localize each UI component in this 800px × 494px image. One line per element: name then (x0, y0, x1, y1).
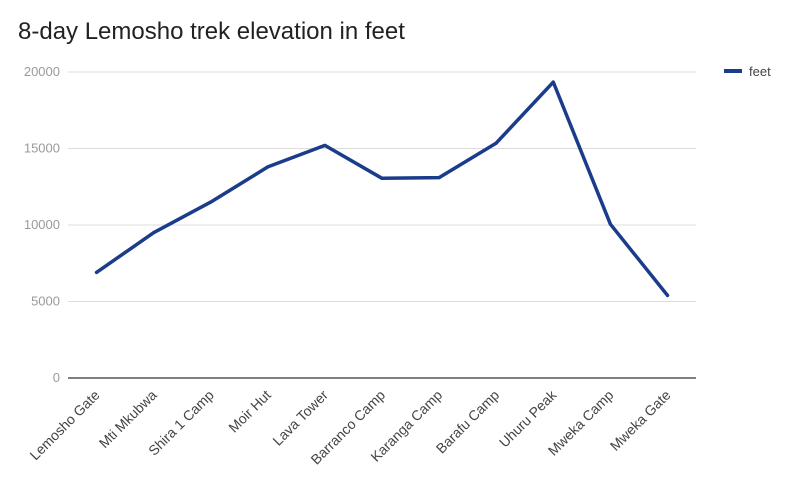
data-point (323, 143, 327, 147)
data-point (551, 80, 555, 84)
data-point (437, 176, 441, 180)
data-point (665, 293, 669, 297)
data-point (608, 222, 612, 226)
chart-title: 8-day Lemosho trek elevation in feet (18, 18, 405, 45)
y-tick-label: 15000 (24, 141, 60, 156)
series-line-feet (94, 80, 670, 298)
legend-label-feet: feet (749, 64, 771, 79)
x-tick-label: Moir Hut (225, 387, 274, 436)
x-tick-label: Lemosho Gate (26, 387, 102, 463)
y-tick-label: 10000 (24, 217, 60, 232)
y-tick-label: 20000 (24, 64, 60, 79)
series-points (95, 80, 669, 297)
y-axis-ticks: 0 5000 10000 15000 20000 (24, 64, 60, 385)
x-tick-label: Mweka Gate (607, 387, 674, 454)
data-point (266, 165, 270, 169)
y-tick-label: 0 (53, 370, 60, 385)
gridlines (68, 71, 696, 302)
data-point (209, 200, 213, 204)
legend: feet (724, 64, 771, 79)
legend-swatch-feet (724, 69, 742, 73)
y-tick-label: 5000 (31, 294, 60, 309)
data-point (152, 231, 156, 235)
data-point (95, 270, 99, 274)
x-tick-label: Lava Tower (269, 387, 331, 449)
data-point (494, 141, 498, 145)
data-point (380, 176, 384, 180)
